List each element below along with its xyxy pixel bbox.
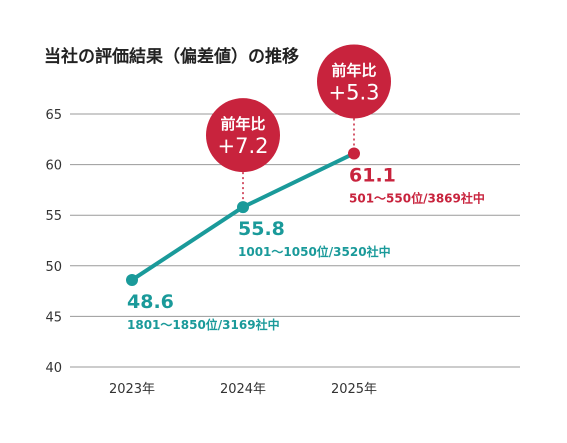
x-tick-label: 2025年 xyxy=(331,382,377,397)
annotation-title: 前年比 xyxy=(331,61,376,79)
annotation-delta: +5.3 xyxy=(329,80,380,104)
data-value-label: 48.6 xyxy=(127,291,174,313)
y-tick-label: 50 xyxy=(45,260,62,275)
gridlines xyxy=(70,113,520,368)
y-tick-label: 60 xyxy=(45,159,62,174)
annotation-title: 前年比 xyxy=(220,115,265,133)
chart-title: 当社の評価結果（偏差値）の推移 xyxy=(44,46,299,67)
data-point xyxy=(348,147,360,160)
data-points xyxy=(126,147,360,286)
x-tick-label: 2024年 xyxy=(220,382,266,397)
y-tick-label: 45 xyxy=(45,310,62,325)
data-rank-label: 1801～1850位/3169社中 xyxy=(127,317,280,332)
data-rank-label: 1001～1050位/3520社中 xyxy=(238,244,391,259)
x-tick-label: 2023年 xyxy=(109,382,155,397)
data-value-label: 55.8 xyxy=(238,218,285,240)
annotation-bubble xyxy=(206,98,280,173)
annotation-bubble xyxy=(317,44,391,119)
data-point xyxy=(126,273,138,286)
data-rank-label: 501～550位/3869社中 xyxy=(349,190,485,205)
data-labels: 48.6 1801～1850位/3169社中 55.8 1001～1050位/3520… xyxy=(127,164,485,331)
y-tick-label: 65 xyxy=(45,108,62,123)
annotation-delta: +7.2 xyxy=(218,134,269,158)
y-axis-ticks: 40 45 50 55 60 65 xyxy=(45,108,62,376)
x-axis-ticks: 2023年 2024年 2025年 xyxy=(109,382,377,397)
data-value-label: 61.1 xyxy=(349,164,396,186)
y-tick-label: 40 xyxy=(45,361,62,376)
data-point xyxy=(237,201,249,214)
y-tick-label: 55 xyxy=(45,209,62,224)
